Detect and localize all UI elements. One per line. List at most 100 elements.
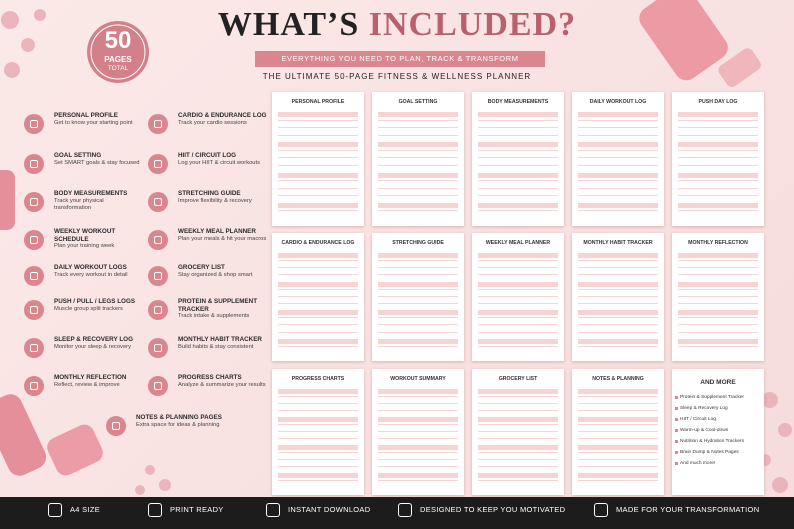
page-line — [578, 410, 658, 411]
feature-icon — [148, 376, 168, 396]
page-line — [278, 157, 358, 159]
page-line — [278, 466, 358, 467]
page-line — [278, 288, 358, 290]
page-line — [478, 119, 558, 121]
page-line — [578, 288, 658, 290]
page-line — [378, 149, 458, 151]
page-line — [478, 317, 558, 319]
ribbon: EVERYTHING YOU NEED TO PLAN, TRACK & TRA… — [281, 54, 519, 63]
page-line — [578, 424, 658, 425]
page-thumbnail: STRETCHING GUIDE — [372, 233, 464, 361]
feature: GOAL SETTING Set SMART goals & stay focus… — [54, 152, 142, 167]
more-item: HIIT / Circuit Log — [680, 417, 716, 422]
page-line — [278, 396, 358, 397]
page-line — [278, 281, 358, 287]
feature-icon — [148, 338, 168, 358]
page-line — [478, 345, 558, 347]
more-box: AND MORE Protein & Supplement Tracker Slee… — [672, 369, 764, 495]
page-line — [278, 134, 358, 136]
page-line — [678, 317, 758, 319]
page-line — [278, 410, 358, 411]
page-line — [678, 260, 758, 262]
feature-icon — [106, 416, 126, 436]
page-line — [578, 338, 658, 344]
page-line — [478, 267, 558, 269]
more-item: And much more! — [680, 461, 716, 466]
feature: CARDIO & ENDURANCE LOG Track your cardio … — [178, 112, 273, 127]
page-line — [378, 187, 458, 189]
feature: MONTHLY HABIT TRACKER Build habits & stay… — [178, 336, 273, 351]
title: WHAT’S INCLUDED? — [0, 6, 794, 44]
page-line — [278, 295, 358, 297]
page-line — [678, 274, 758, 276]
page-line — [578, 142, 658, 148]
page-line — [478, 417, 558, 422]
page-line — [678, 324, 758, 326]
page-line — [578, 295, 658, 297]
page-line — [378, 331, 458, 333]
page-line — [678, 288, 758, 290]
badge-sublabel: TOTAL — [107, 65, 129, 72]
page-thumbnail: MONTHLY REFLECTION — [672, 233, 764, 361]
page-line — [278, 317, 358, 319]
page-line — [378, 210, 458, 212]
page-line — [278, 338, 358, 344]
feature-desc: Track your cardio sessions — [178, 119, 247, 126]
feature: MONTHLY REFLECTION Reflect, review & impr… — [54, 374, 142, 389]
page-line — [278, 142, 358, 148]
page-line — [478, 431, 558, 432]
feature-desc: Set SMART goals & stay focused — [54, 159, 140, 166]
feature-title: WEEKLY WORKOUT SCHEDULE — [54, 228, 116, 243]
page-line — [578, 466, 658, 467]
page-line — [278, 187, 358, 189]
feature-title: PERSONAL PROFILE — [54, 112, 118, 119]
page-line — [578, 389, 658, 394]
page-line — [478, 210, 558, 212]
feature-desc: Plan your training week — [54, 243, 115, 249]
page-line — [278, 180, 358, 182]
page-line — [478, 142, 558, 148]
feature-title: MONTHLY REFLECTION — [54, 374, 127, 381]
page-line — [478, 180, 558, 182]
page-line — [678, 253, 758, 258]
page-line — [578, 112, 658, 117]
feature: BODY MEASUREMENTS Track your physical tra… — [54, 190, 142, 212]
more-title: AND MORE — [700, 379, 736, 386]
page-line — [378, 267, 458, 269]
page-title: PUSH DAY LOG — [698, 99, 738, 105]
page-line — [378, 195, 458, 197]
feature-desc: Monitor your sleep & recovery — [54, 343, 132, 350]
feature: GROCERY LIST Stay organized & shop smart — [178, 264, 273, 279]
page-line — [578, 459, 658, 460]
page-line — [578, 180, 658, 182]
page-thumbnail: PERSONAL PROFILE — [272, 92, 364, 226]
page-line — [678, 127, 758, 129]
feature-title: NOTES & PLANNING PAGES — [136, 414, 222, 421]
page-line — [378, 431, 458, 432]
page-title: MONTHLY REFLECTION — [688, 240, 748, 246]
page-line — [378, 452, 458, 453]
page-line — [378, 142, 458, 148]
page-line — [578, 202, 658, 208]
page-line — [678, 172, 758, 178]
page-line — [678, 338, 758, 344]
feature-title: SLEEP & RECOVERY LOG — [54, 336, 133, 343]
page-line — [378, 112, 458, 117]
page-line — [378, 480, 458, 481]
feature-icon — [148, 114, 168, 134]
page-line — [578, 403, 658, 404]
feature-icon — [24, 192, 44, 212]
page-line — [378, 417, 458, 422]
footer-item: DESIGNED TO KEEP YOU MOTIVATED — [420, 505, 566, 514]
page-title: PROGRESS CHARTS — [291, 376, 345, 382]
check — [675, 429, 678, 432]
page-line — [278, 267, 358, 269]
page-line — [678, 202, 758, 208]
page-line — [278, 310, 358, 316]
page-line — [478, 324, 558, 326]
feature-desc: Get to know your starting point — [54, 119, 133, 126]
page-line — [678, 187, 758, 189]
page-line — [578, 267, 658, 269]
footer-item: INSTANT DOWNLOAD — [288, 505, 371, 514]
page-line — [578, 260, 658, 262]
